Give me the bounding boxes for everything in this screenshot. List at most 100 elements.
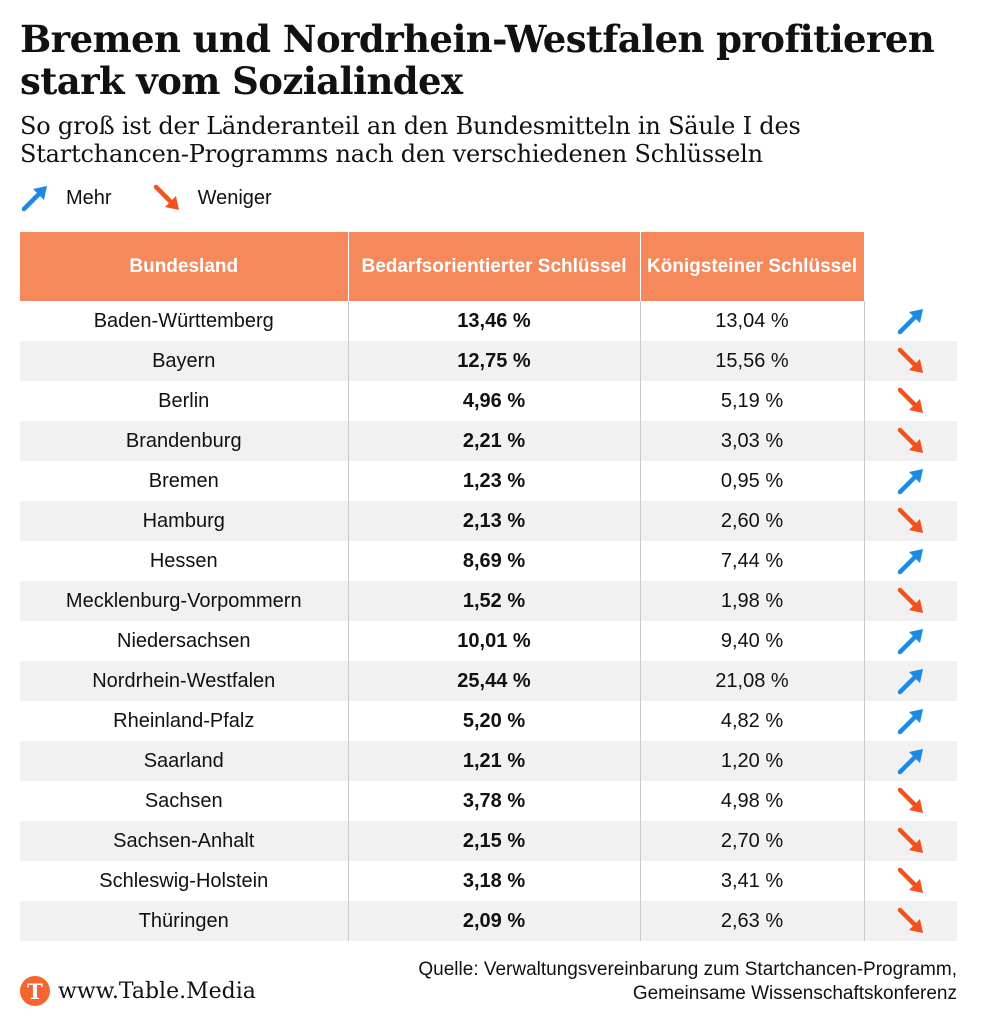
table-row: Berlin 4,96 % 5,19 % — [20, 381, 957, 421]
cell-bedarf: 8,69 % — [348, 541, 641, 581]
cell-koenig: 1,20 % — [640, 741, 865, 781]
cell-bundesland: Baden-Württemberg — [20, 301, 349, 341]
cell-bedarf: 25,44 % — [348, 661, 641, 701]
arrow-up-right-icon — [897, 309, 923, 335]
cell-koenig: 4,98 % — [640, 781, 865, 821]
column-header-bedarf: Bedarfsorientierter Schlüssel — [348, 232, 641, 301]
cell-bundesland: Schleswig-Holstein — [20, 861, 349, 901]
footer-logo: T www.Table.Media — [20, 976, 256, 1006]
arrow-up-right-icon — [21, 186, 47, 212]
cell-bedarf: 1,52 % — [348, 581, 641, 621]
data-table: Bundesland Bedarfsorientierter Schlüssel… — [20, 232, 957, 941]
table-row: Sachsen 3,78 % 4,98 % — [20, 781, 957, 821]
table-row: Mecklenburg-Vorpommern 1,52 % 1,98 % — [20, 581, 957, 621]
table-row: Hessen 8,69 % 7,44 % — [20, 541, 957, 581]
cell-koenig: 4,82 % — [640, 701, 865, 741]
arrow-up-right-icon — [897, 709, 923, 735]
cell-bedarf: 2,09 % — [348, 901, 641, 941]
cell-koenig: 5,19 % — [640, 381, 865, 421]
cell-koenig: 9,40 % — [640, 621, 865, 661]
cell-bedarf: 3,18 % — [348, 861, 641, 901]
cell-bundesland: Niedersachsen — [20, 621, 349, 661]
cell-trend — [864, 501, 957, 541]
cell-trend — [864, 741, 957, 781]
cell-bedarf: 2,21 % — [348, 421, 641, 461]
cell-bundesland: Bremen — [20, 461, 349, 501]
table-row: Bremen 1,23 % 0,95 % — [20, 461, 957, 501]
cell-trend — [864, 581, 957, 621]
legend: Mehr Weniger — [20, 182, 312, 214]
chart-subtitle: So groß ist der Länderanteil an den Bund… — [20, 112, 801, 168]
column-header-bundesland: Bundesland — [20, 232, 349, 301]
cell-trend — [864, 341, 957, 381]
cell-bundesland: Bayern — [20, 341, 349, 381]
arrow-up-right-icon — [897, 469, 923, 495]
cell-bedarf: 1,23 % — [348, 461, 641, 501]
cell-trend — [864, 541, 957, 581]
cell-koenig: 2,63 % — [640, 901, 865, 941]
cell-trend — [864, 701, 957, 741]
footer-url: www.Table.Media — [58, 978, 256, 1004]
cell-trend — [864, 301, 957, 341]
column-header-trend — [864, 232, 957, 301]
arrow-up-right-icon — [897, 749, 923, 775]
cell-bedarf: 5,20 % — [348, 701, 641, 741]
cell-bundesland: Saarland — [20, 741, 349, 781]
arrow-down-right-icon — [897, 427, 923, 453]
cell-bundesland: Berlin — [20, 381, 349, 421]
arrow-down-right-icon — [897, 587, 923, 613]
cell-koenig: 21,08 % — [640, 661, 865, 701]
cell-bundesland: Mecklenburg-Vorpommern — [20, 581, 349, 621]
arrow-up-right-icon — [897, 549, 923, 575]
table-body: Baden-Württemberg 13,46 % 13,04 % Bayern 12,… — [20, 301, 957, 941]
table-header-row: Bundesland Bedarfsorientierter Schlüssel… — [20, 232, 957, 301]
cell-bundesland: Rheinland-Pfalz — [20, 701, 349, 741]
arrow-down-right-icon — [897, 507, 923, 533]
cell-koenig: 3,41 % — [640, 861, 865, 901]
cell-bundesland: Thüringen — [20, 901, 349, 941]
source-note: Quelle: Verwaltungsvereinbarung zum Star… — [418, 959, 957, 1004]
svg-text:T: T — [27, 979, 43, 1004]
arrow-down-right-icon — [897, 867, 923, 893]
cell-koenig: 1,98 % — [640, 581, 865, 621]
arrow-down-right-icon — [897, 787, 923, 813]
cell-bedarf: 2,13 % — [348, 501, 641, 541]
table-row: Nordrhein-Westfalen 25,44 % 21,08 % — [20, 661, 957, 701]
cell-trend — [864, 821, 957, 861]
cell-bedarf: 10,01 % — [348, 621, 641, 661]
table-row: Thüringen 2,09 % 2,63 % — [20, 901, 957, 941]
chart-title: Bremen und Nordrhein-Westfalen profitier… — [20, 17, 935, 103]
legend-item-more: Mehr — [20, 183, 112, 213]
table-row: Sachsen-Anhalt 2,15 % 2,70 % — [20, 821, 957, 861]
cell-bedarf: 4,96 % — [348, 381, 641, 421]
table-media-logo-icon: T — [20, 976, 50, 1006]
cell-bundesland: Hamburg — [20, 501, 349, 541]
arrow-down-right-icon — [897, 907, 923, 933]
cell-bedarf: 12,75 % — [348, 341, 641, 381]
table-row: Saarland 1,21 % 1,20 % — [20, 741, 957, 781]
table-row: Rheinland-Pfalz 5,20 % 4,82 % — [20, 701, 957, 741]
table-row: Baden-Württemberg 13,46 % 13,04 % — [20, 301, 957, 341]
cell-bedarf: 3,78 % — [348, 781, 641, 821]
cell-bundesland: Sachsen — [20, 781, 349, 821]
cell-bundesland: Sachsen-Anhalt — [20, 821, 349, 861]
cell-trend — [864, 781, 957, 821]
cell-koenig: 7,44 % — [640, 541, 865, 581]
arrow-down-right-icon — [897, 387, 923, 413]
table-row: Bayern 12,75 % 15,56 % — [20, 341, 957, 381]
cell-trend — [864, 901, 957, 941]
table-row: Schleswig-Holstein 3,18 % 3,41 % — [20, 861, 957, 901]
arrow-down-right-icon — [897, 347, 923, 373]
arrow-up-right-icon — [897, 669, 923, 695]
cell-trend — [864, 381, 957, 421]
cell-bedarf: 2,15 % — [348, 821, 641, 861]
arrow-up-right-icon — [897, 629, 923, 655]
cell-bedarf: 1,21 % — [348, 741, 641, 781]
legend-item-less: Weniger — [152, 183, 272, 213]
table-row: Brandenburg 2,21 % 3,03 % — [20, 421, 957, 461]
cell-bundesland: Brandenburg — [20, 421, 349, 461]
cell-trend — [864, 421, 957, 461]
cell-trend — [864, 861, 957, 901]
legend-label-more: Mehr — [66, 186, 112, 209]
cell-koenig: 2,70 % — [640, 821, 865, 861]
